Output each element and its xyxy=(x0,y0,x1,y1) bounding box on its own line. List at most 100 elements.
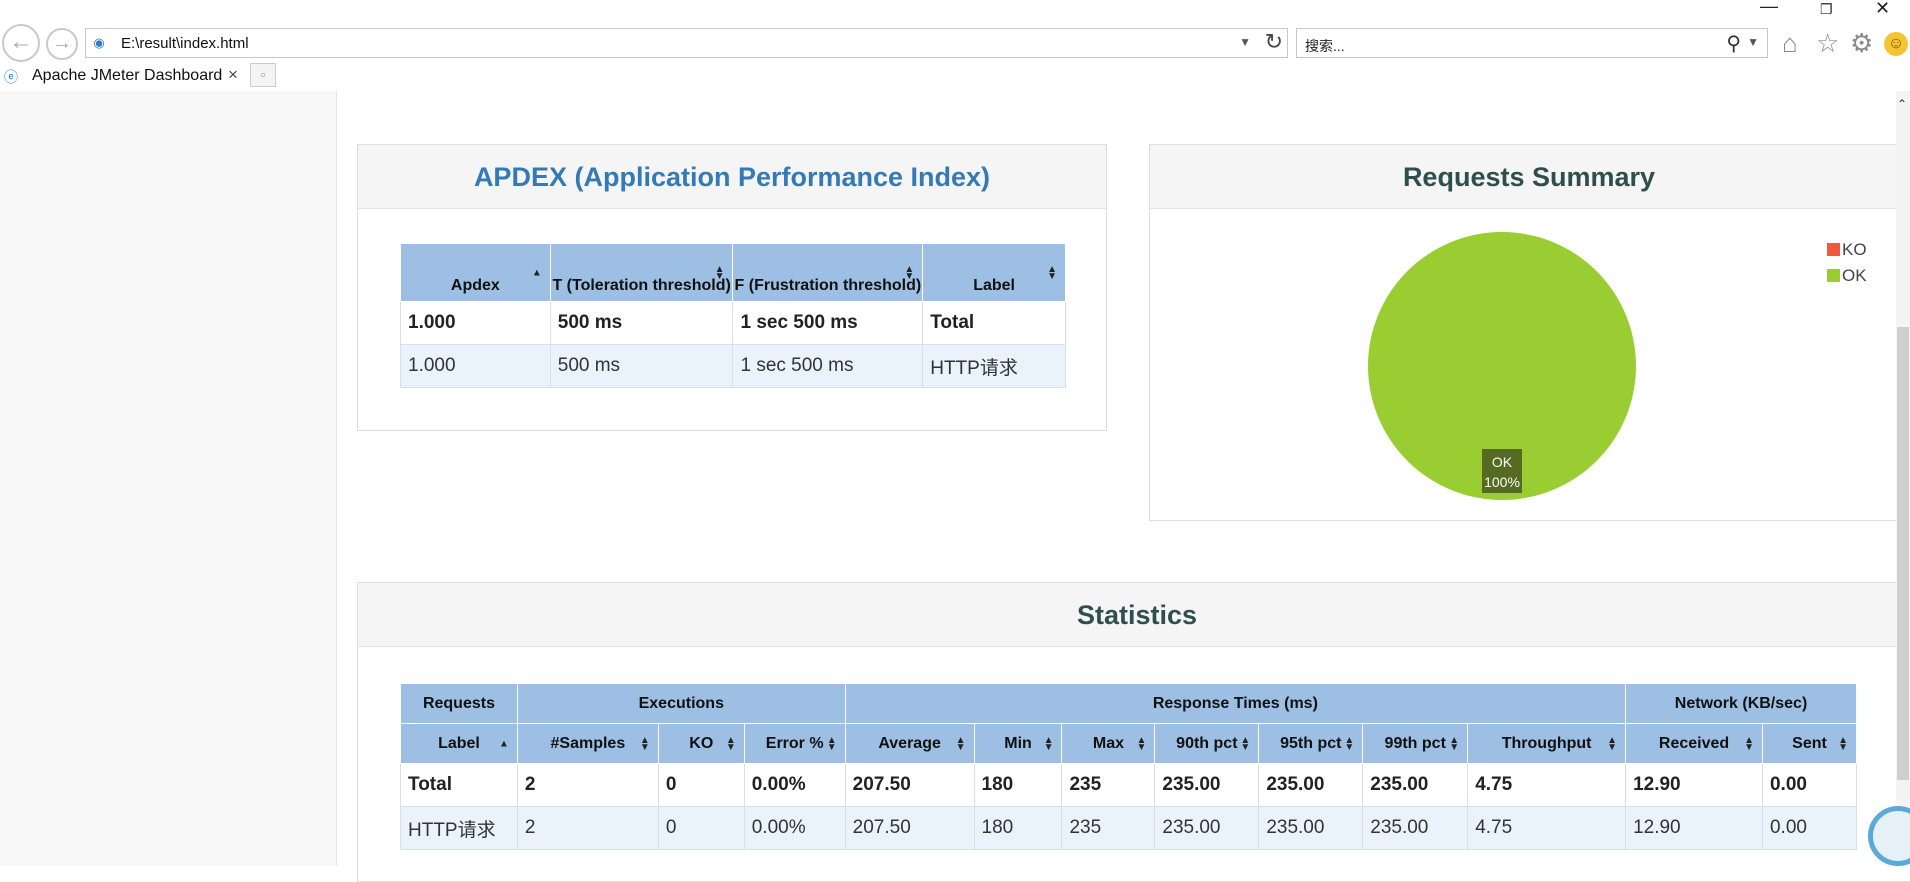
apdex-header-frustration[interactable]: F (Frustration threshold) ▲ ▼ xyxy=(732,243,924,302)
new-tab-icon: ▫ xyxy=(260,67,266,82)
minimize-button[interactable]: — xyxy=(1760,0,1778,16)
sort-icon: ▲ ▼ xyxy=(725,734,736,753)
stats-header-error[interactable]: Error % ▲ ▼ xyxy=(743,723,846,764)
stats-header-samples[interactable]: #Samples ▲ ▼ xyxy=(516,723,659,764)
search-dropdown-icon[interactable]: ▼ xyxy=(1747,35,1759,49)
table-cell: 235.00 xyxy=(1258,763,1364,807)
sort-icon: ▲ ▼ xyxy=(826,734,837,753)
address-url[interactable]: E:\result\index.html xyxy=(121,35,249,52)
tab-title: Apache JMeter Dashboard xyxy=(32,67,223,84)
home-icon[interactable]: ⌂ xyxy=(1782,28,1798,58)
table-cell: 4.75 xyxy=(1467,763,1627,807)
table-cell: 235.00 xyxy=(1362,806,1469,850)
sort-icon: ▲ ▼ xyxy=(1136,734,1147,753)
favorites-star-icon[interactable]: ☆ xyxy=(1816,28,1840,58)
stats-header-90th-pct[interactable]: 90th pct ▲ ▼ xyxy=(1154,723,1260,764)
table-cell: 0.00% xyxy=(743,763,846,807)
table-row: 1.000 500 ms 1 sec 500 ms HTTP请求 xyxy=(400,344,1066,388)
table-cell: 180 xyxy=(973,763,1063,807)
slice-percent-label: 100% xyxy=(1484,474,1520,490)
table-cell: 0.00 xyxy=(1761,763,1858,807)
stats-header-received[interactable]: Received ▲ ▼ xyxy=(1625,723,1763,764)
table-cell: 235 xyxy=(1061,763,1156,807)
pie-slice-ok[interactable] xyxy=(1368,232,1636,500)
forward-button[interactable]: → xyxy=(46,28,78,60)
tab-bar: ⓔ Apache JMeter Dashboard × ▫ xyxy=(0,62,1910,91)
stats-header-min[interactable]: Min ▲ ▼ xyxy=(973,723,1063,764)
table-cell: HTTP请求 xyxy=(400,806,518,850)
stats-header-sent[interactable]: Sent ▲ ▼ xyxy=(1761,723,1858,764)
search-input[interactable]: 搜索... xyxy=(1305,38,1345,54)
table-row: HTTP请求 2 0 0.00% 207.50 180 235 235.00 235.00 235… xyxy=(400,806,1858,850)
table-cell: 12.90 xyxy=(1625,763,1763,807)
smiley-feedback-icon[interactable]: ☺ xyxy=(1884,32,1908,56)
sort-icon: ▲ ▼ xyxy=(639,734,650,753)
group-response-times: Response Times (ms) xyxy=(844,683,1627,724)
search-box[interactable]: 搜索... ⚲ ▼ xyxy=(1296,28,1768,58)
apdex-title: APDEX (Application Performance Index) xyxy=(358,145,1106,209)
sort-icon: ▲ ▼ xyxy=(1838,734,1848,753)
restore-button[interactable]: ❐ xyxy=(1820,1,1833,17)
pie-slice-label: OK 100% xyxy=(1482,449,1522,493)
stats-header-ko[interactable]: KO ▲ ▼ xyxy=(657,723,745,764)
sidebar xyxy=(0,91,337,866)
back-button[interactable]: ← xyxy=(2,24,40,62)
search-icon[interactable]: ⚲ xyxy=(1726,33,1741,55)
forward-icon: → xyxy=(52,32,72,54)
requests-pie-chart[interactable]: OK 100% xyxy=(1366,230,1638,502)
address-bar[interactable]: ◉ E:\result\index.html ▼ ↻ xyxy=(85,28,1288,58)
stats-header-average[interactable]: Average ▲ ▼ xyxy=(844,723,975,764)
sort-icon: ▲ ▼ xyxy=(904,263,915,282)
table-cell: Total xyxy=(400,763,518,807)
table-cell: 207.50 xyxy=(844,806,975,850)
table-cell: 235.00 xyxy=(1362,763,1469,807)
page-scrollbar[interactable]: ⌃ xyxy=(1896,91,1910,866)
stats-header-95th-pct[interactable]: 95th pct ▲ ▼ xyxy=(1258,723,1364,764)
browser-chrome: ← → ◉ E:\result\index.html ▼ ↻ 搜索... ⚲ ▼… xyxy=(0,0,1910,91)
sort-icon: ▲ ▼ xyxy=(955,734,966,753)
apdex-header-toleration[interactable]: T (Toleration threshold) ▲ ▼ xyxy=(549,243,734,302)
stats-header-max[interactable]: Max ▲ ▼ xyxy=(1061,723,1156,764)
table-row: Total 2 0 0.00% 207.50 180 235 235.00 235.00 235.… xyxy=(400,763,1858,807)
table-cell: 2 xyxy=(516,763,659,807)
group-requests: Requests xyxy=(400,683,518,724)
stats-header-label[interactable]: Label ▲ xyxy=(400,723,518,764)
sort-asc-icon: ▲ xyxy=(499,738,509,749)
back-icon: ← xyxy=(9,28,33,55)
stats-header-99th-pct[interactable]: 99th pct ▲ ▼ xyxy=(1362,723,1469,764)
gear-icon[interactable]: ⚙ xyxy=(1850,28,1874,58)
sort-icon: ▲ ▼ xyxy=(1043,734,1054,753)
group-executions: Executions xyxy=(516,683,846,724)
stats-header-throughput[interactable]: Throughput ▲ ▼ xyxy=(1467,723,1627,764)
table-cell: 0 xyxy=(657,763,745,807)
scroll-up-icon[interactable]: ⌃ xyxy=(1897,97,1908,111)
legend-item-ok[interactable]: OK xyxy=(1827,263,1867,289)
floating-widget-icon[interactable] xyxy=(1868,806,1910,866)
tab-close-icon[interactable]: × xyxy=(228,65,238,84)
table-cell: 2 xyxy=(516,806,659,850)
sort-icon: ▲ ▼ xyxy=(1744,734,1754,753)
legend-swatch-ko xyxy=(1827,243,1840,256)
sort-icon: ▲ ▼ xyxy=(1344,734,1355,753)
ie-icon: ⓔ xyxy=(4,69,18,85)
pie-legend: KO OK xyxy=(1827,237,1867,289)
close-window-button[interactable]: ✕ xyxy=(1875,0,1891,18)
table-cell: 235.00 xyxy=(1154,763,1260,807)
sort-asc-icon: ▲ xyxy=(531,267,542,278)
apdex-header-label[interactable]: Label ▲ ▼ xyxy=(922,243,1066,302)
table-cell: 0.00% xyxy=(743,806,846,850)
apdex-header-apdex[interactable]: Apdex ▲ xyxy=(400,243,551,302)
table-cell: 180 xyxy=(973,806,1063,850)
statistics-table: Requests Executions Response Times (ms) … xyxy=(400,683,1858,850)
legend-item-ko[interactable]: KO xyxy=(1827,237,1867,263)
slice-name-label: OK xyxy=(1492,454,1513,470)
scrollbar-thumb[interactable] xyxy=(1897,327,1909,780)
refresh-icon[interactable]: ↻ xyxy=(1264,29,1283,54)
new-tab-button[interactable]: ▫ xyxy=(250,63,276,87)
apdex-panel: APDEX (Application Performance Index) Ap… xyxy=(357,144,1107,431)
tab-jmeter-dashboard[interactable]: ⓔ Apache JMeter Dashboard × xyxy=(0,62,248,91)
apdex-table: Apdex ▲ T (Toleration threshold) ▲ ▼ F (Fru… xyxy=(400,243,1066,388)
sort-icon: ▲ ▼ xyxy=(1240,734,1251,753)
address-dropdown-icon[interactable]: ▼ xyxy=(1239,35,1251,49)
table-cell: 0 xyxy=(657,806,745,850)
